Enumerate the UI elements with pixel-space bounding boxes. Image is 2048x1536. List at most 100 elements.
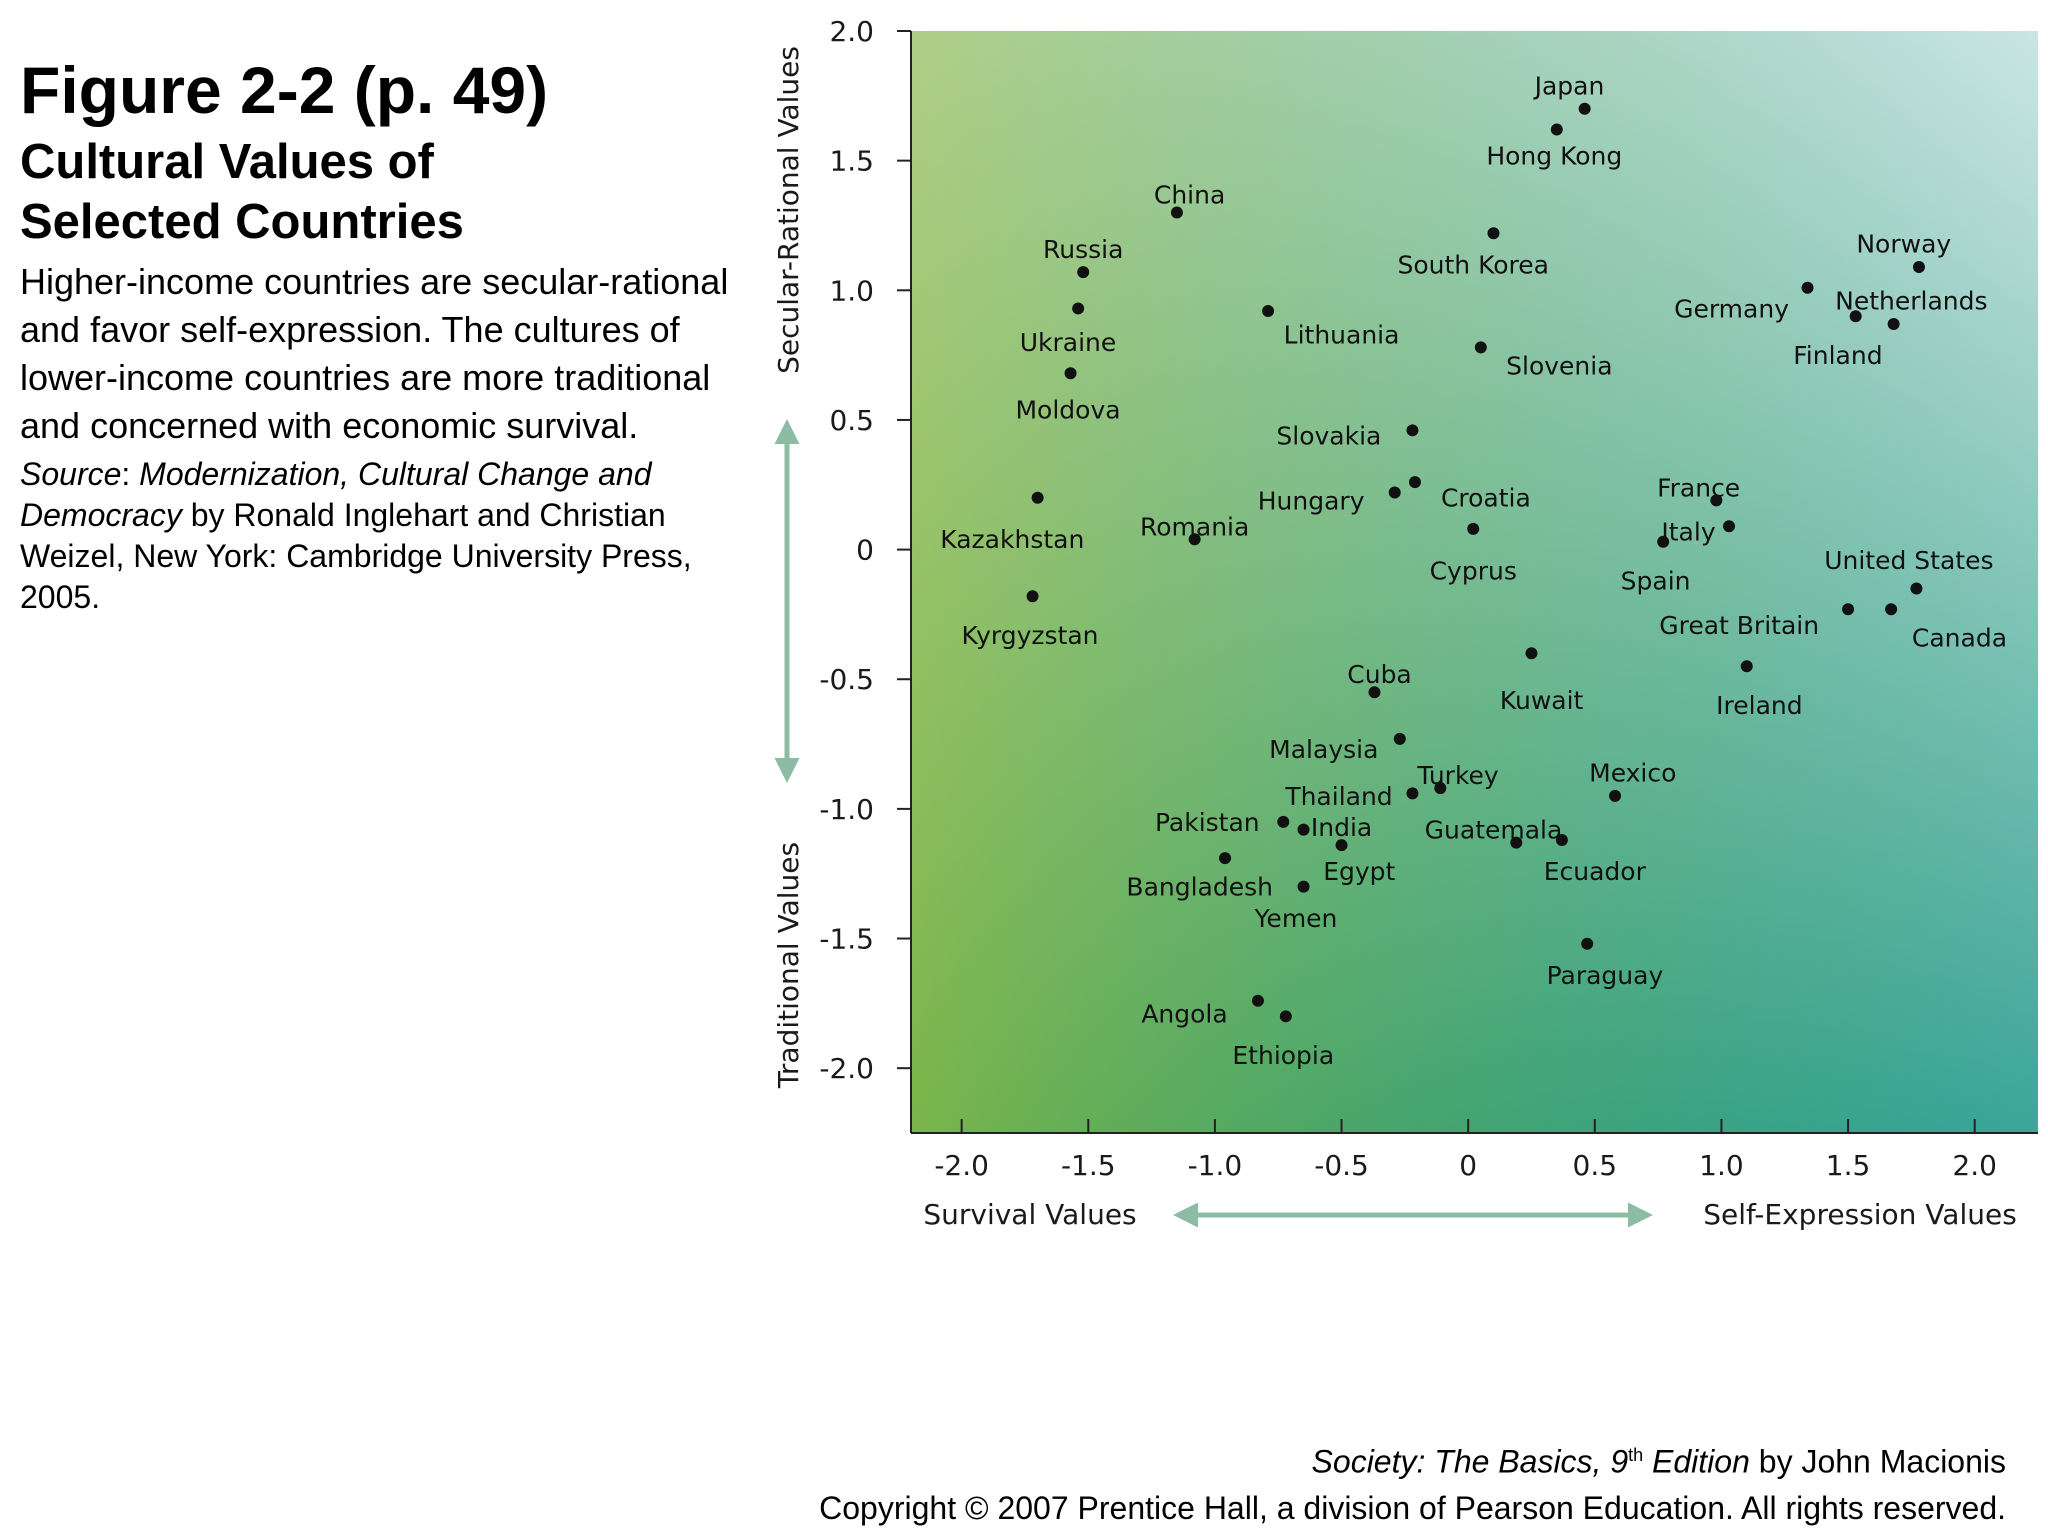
footer-edition-word: Edition: [1643, 1443, 1750, 1480]
x-tick-label: -1.0: [1188, 1149, 1243, 1182]
data-point-label: Russia: [1043, 235, 1123, 264]
data-point: [1277, 815, 1290, 828]
data-point-label: Moldova: [1015, 396, 1120, 425]
data-point: [1801, 281, 1814, 294]
data-points: Japan Hong Kong China South Korea Norway Russ…: [940, 71, 2007, 1070]
x-label-left: Survival Values: [923, 1198, 1136, 1231]
data-point: [1279, 1010, 1292, 1023]
data-point-label: France: [1657, 473, 1740, 502]
data-point: [1064, 367, 1077, 380]
x-label-right: Self-Expression Values: [1703, 1198, 2017, 1231]
figure-description: Higher-income countries are secular-rati…: [20, 261, 729, 446]
x-tick-label: -2.0: [934, 1149, 989, 1182]
figure-title: Figure 2-2 (p. 49): [20, 53, 549, 127]
data-point-label: Kuwait: [1500, 686, 1584, 715]
data-point: [1031, 491, 1044, 504]
data-point-label: Norway: [1856, 230, 1951, 259]
x-tick-label: -0.5: [1314, 1149, 1369, 1182]
data-point: [1525, 647, 1538, 660]
footer-book-line: Society: The Basics, 9th Edition by John…: [819, 1432, 2006, 1485]
data-point: [1251, 994, 1264, 1007]
data-point-label: Slovenia: [1506, 351, 1612, 380]
data-point-label: Spain: [1621, 567, 1691, 596]
data-point-label: Hungary: [1258, 486, 1365, 515]
data-point: [1467, 522, 1480, 535]
y-tick-label: 1.0: [829, 274, 874, 307]
data-point-label: Pakistan: [1155, 808, 1260, 837]
data-point-label: Germany: [1674, 294, 1789, 323]
figure-subtitle: Cultural Values of Selected Countries: [20, 132, 740, 252]
data-point-label: Paraguay: [1547, 961, 1664, 990]
data-point: [1912, 260, 1925, 273]
data-point: [1550, 123, 1563, 136]
figure-subtitle-line2: Selected Countries: [20, 195, 464, 249]
data-point-label: Netherlands: [1835, 287, 1987, 316]
data-point-label: Egypt: [1323, 857, 1395, 886]
data-point-label: South Korea: [1397, 250, 1548, 279]
x-tick-label: -1.5: [1061, 1149, 1116, 1182]
data-point-label: Romania: [1140, 512, 1249, 541]
x-tick-label: 2.0: [1952, 1149, 1997, 1182]
data-point: [1581, 937, 1594, 950]
data-point: [1510, 836, 1523, 849]
footer-author: by John Macionis: [1749, 1443, 2006, 1480]
data-point-label: Great Britain: [1659, 611, 1819, 640]
data-point: [1434, 782, 1447, 795]
y-tick-label: -1.5: [819, 923, 874, 956]
data-point: [1487, 227, 1500, 240]
data-point-label: Yemen: [1253, 904, 1337, 933]
data-point: [1170, 206, 1183, 219]
data-point-label: Croatia: [1441, 484, 1531, 513]
y-tick-label: -2.0: [819, 1052, 874, 1085]
data-point: [1910, 582, 1923, 595]
data-point-label: Thailand: [1284, 782, 1392, 811]
data-point-label: Kazakhstan: [940, 525, 1084, 554]
data-point-label: Angola: [1141, 1000, 1227, 1029]
data-point-label: Finland: [1793, 341, 1882, 370]
data-point: [1077, 266, 1090, 279]
data-point-label: Ethiopia: [1232, 1041, 1334, 1070]
data-point-label: Italy: [1661, 517, 1715, 546]
data-point: [1406, 424, 1419, 437]
figure-source: Source: Modernization, Cultural Change a…: [20, 454, 740, 618]
source-rest: by Ronald Inglehart and Christian Weizel…: [20, 497, 692, 615]
footer: Society: The Basics, 9th Edition by John…: [819, 1432, 2006, 1531]
data-point-label: Slovakia: [1276, 421, 1381, 450]
data-point: [1885, 603, 1898, 616]
y-tick-label: 1.5: [829, 145, 874, 178]
y-tick-label: 0: [856, 534, 874, 567]
data-point-label: Bangladesh: [1126, 873, 1273, 902]
footer-book-title: Society: The Basics, 9: [1311, 1443, 1629, 1480]
data-point: [1219, 852, 1232, 865]
data-point: [1555, 833, 1568, 846]
data-point: [1297, 880, 1310, 893]
x-tick-label: 1.0: [1699, 1149, 1744, 1182]
y-tick-label: -1.0: [819, 793, 874, 826]
data-point: [1368, 686, 1381, 699]
data-point: [1072, 302, 1085, 315]
data-point-label: Canada: [1912, 624, 2007, 653]
source-colon: :: [121, 456, 140, 492]
data-point-label: India: [1311, 813, 1372, 842]
figure-caption: Figure 2-2 (p. 49) Cultural Values of Se…: [20, 52, 740, 618]
data-point: [1842, 603, 1855, 616]
data-point-label: Turkey: [1416, 761, 1499, 790]
data-point: [1393, 732, 1406, 745]
x-tick-label: 0: [1459, 1149, 1477, 1182]
data-point: [1578, 102, 1591, 115]
data-point: [1188, 533, 1201, 546]
data-point-label: Cyprus: [1430, 556, 1517, 585]
data-point-label: Guatemala: [1425, 816, 1563, 845]
footer-copyright: Copyright © 2007 Prentice Hall, a divisi…: [819, 1489, 2006, 1526]
data-point: [1406, 787, 1419, 800]
data-point-label: Malaysia: [1269, 735, 1378, 764]
x-axis-ticks: -2.0 -1.5 -1.0 -0.5 0 0.5 1.0 1.5 2.0: [934, 1119, 1997, 1182]
y-tick-label: 2.0: [829, 15, 874, 48]
source-label: Source: [20, 456, 122, 492]
source-book: Modernization, Cultural Change and Democ…: [20, 456, 652, 533]
data-point: [1740, 660, 1753, 673]
data-point-label: Japan: [1533, 71, 1605, 100]
data-point-label: China: [1154, 180, 1225, 209]
data-point-label: Ireland: [1716, 691, 1802, 720]
footer-edition-sup: th: [1628, 1445, 1644, 1465]
